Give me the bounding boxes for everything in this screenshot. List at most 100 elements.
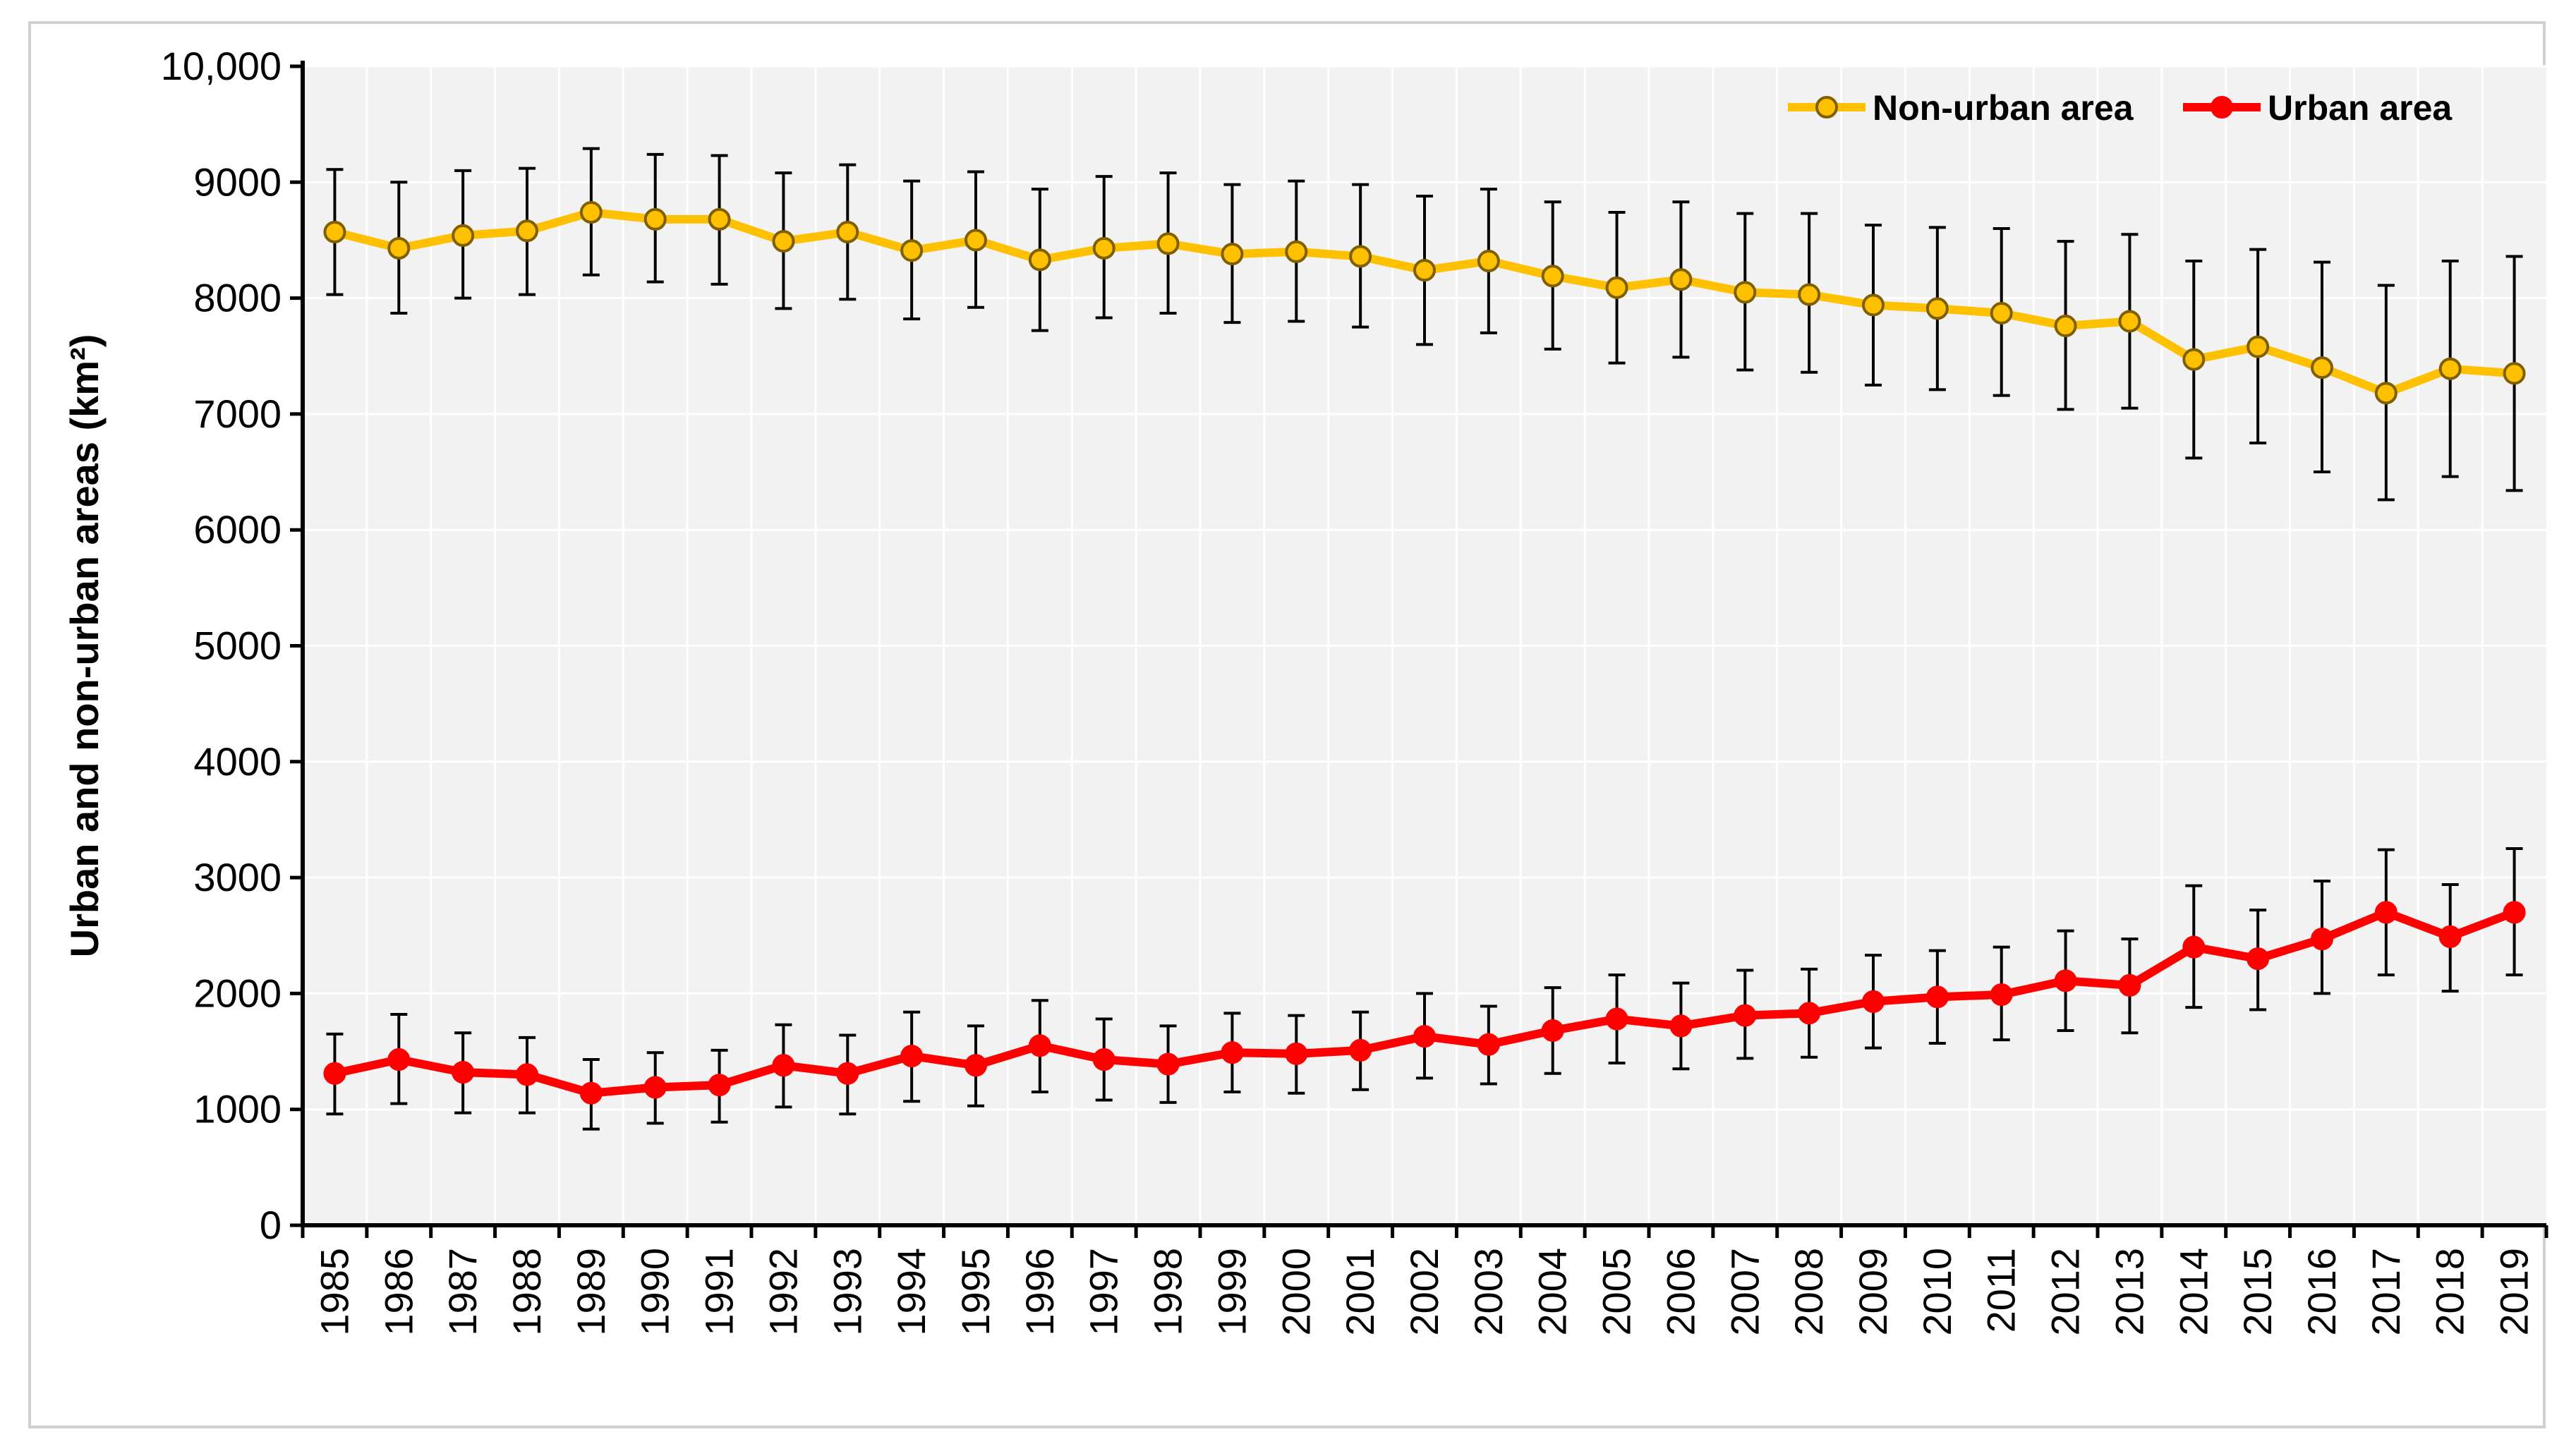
x-tick-label: 2008 bbox=[1786, 1248, 1831, 1336]
y-axis-label: Urban and non-urban areas (km²) bbox=[62, 334, 107, 958]
data-point bbox=[1349, 245, 1372, 268]
x-tick-label: 1991 bbox=[697, 1248, 742, 1336]
x-tick-label: 2005 bbox=[1595, 1248, 1639, 1336]
y-tick-label: 3000 bbox=[193, 855, 282, 899]
legend: Non-urban area Urban area bbox=[1788, 88, 2453, 128]
y-tick-label: 8000 bbox=[193, 276, 282, 320]
data-point bbox=[1925, 985, 1949, 1009]
legend-label: Non-urban area bbox=[1873, 88, 2134, 128]
legend-marker bbox=[1815, 96, 1838, 119]
x-tick-label: 2013 bbox=[2107, 1248, 2151, 1336]
data-point bbox=[1798, 283, 1821, 306]
x-tick-label: 2019 bbox=[2492, 1248, 2536, 1336]
line-chart: 0 1000 2000 3000 4000 5000 6000 7000 8000 9000 10,… bbox=[62, 44, 2548, 1336]
data-point bbox=[323, 220, 346, 243]
x-tick-label: 1994 bbox=[889, 1248, 933, 1336]
data-point bbox=[1798, 1002, 1821, 1025]
data-point bbox=[1413, 259, 1436, 282]
data-point bbox=[1477, 250, 1500, 273]
data-point bbox=[1862, 990, 1885, 1013]
data-point bbox=[1156, 1052, 1180, 1076]
x-tick-label: 1988 bbox=[504, 1248, 549, 1336]
y-tick-label: 7000 bbox=[193, 391, 282, 436]
x-tick-label: 2010 bbox=[1915, 1248, 1959, 1336]
data-point bbox=[1028, 248, 1051, 272]
gridlines bbox=[303, 65, 2546, 1225]
data-point bbox=[1669, 268, 1693, 291]
chart-frame: 0 1000 2000 3000 4000 5000 6000 7000 8000 9000 10,… bbox=[28, 21, 2548, 1428]
y-tick-label: 5000 bbox=[193, 624, 282, 668]
data-point bbox=[1669, 1014, 1693, 1038]
x-tick-label: 2018 bbox=[2428, 1248, 2472, 1336]
data-point bbox=[2247, 947, 2270, 971]
x-tick-label: 2014 bbox=[2171, 1248, 2215, 1336]
data-point bbox=[2503, 362, 2526, 385]
data-point bbox=[387, 1048, 411, 1071]
x-tick-label: 1993 bbox=[825, 1248, 869, 1336]
x-tick-label: 2009 bbox=[1851, 1248, 1895, 1336]
y-axis-ticks: 0 1000 2000 3000 4000 5000 6000 7000 8000 9000 10,… bbox=[161, 44, 303, 1247]
x-tick-label: 2001 bbox=[1338, 1248, 1382, 1336]
x-tick-label: 2007 bbox=[1722, 1248, 1767, 1336]
x-tick-label: 1995 bbox=[953, 1248, 998, 1336]
data-point bbox=[836, 220, 859, 243]
data-point bbox=[1605, 1007, 1628, 1031]
data-point bbox=[2311, 356, 2333, 380]
y-tick-label: 10,000 bbox=[161, 44, 282, 88]
data-point bbox=[1605, 276, 1628, 299]
data-point bbox=[323, 1062, 346, 1085]
data-point bbox=[643, 207, 667, 231]
legend-marker bbox=[2211, 96, 2233, 119]
data-point bbox=[579, 1081, 603, 1105]
x-tick-label: 2017 bbox=[2364, 1248, 2408, 1336]
data-point bbox=[643, 1076, 667, 1099]
y-tick-label: 2000 bbox=[193, 971, 282, 1015]
data-point bbox=[900, 239, 924, 262]
data-point bbox=[1156, 232, 1180, 255]
legend-label: Urban area bbox=[2268, 88, 2453, 128]
x-tick-label: 2006 bbox=[1658, 1248, 1703, 1336]
data-point bbox=[1028, 1034, 1051, 1057]
data-point bbox=[1990, 983, 2013, 1007]
data-point bbox=[772, 1054, 795, 1077]
data-point bbox=[2182, 935, 2206, 959]
data-point bbox=[1092, 1048, 1115, 1071]
data-point bbox=[1221, 1041, 1244, 1064]
data-point bbox=[708, 1074, 731, 1097]
data-point bbox=[1862, 293, 1885, 317]
data-point bbox=[900, 1045, 924, 1068]
data-point bbox=[579, 201, 603, 224]
data-point bbox=[965, 229, 987, 252]
data-point bbox=[1734, 1004, 1757, 1027]
x-tick-label: 2004 bbox=[1530, 1248, 1575, 1336]
data-point bbox=[1221, 243, 1244, 266]
legend-item-non-urban: Non-urban area bbox=[1788, 88, 2134, 128]
data-point bbox=[1092, 236, 1115, 260]
legend-item-urban: Urban area bbox=[2183, 88, 2453, 128]
data-point bbox=[836, 1062, 859, 1085]
data-point bbox=[2438, 357, 2462, 380]
data-point bbox=[1413, 1025, 1436, 1048]
data-point bbox=[2054, 969, 2077, 992]
data-point bbox=[1285, 1042, 1308, 1065]
axes bbox=[301, 61, 2546, 1227]
data-point bbox=[2438, 925, 2462, 948]
data-point bbox=[1285, 240, 1308, 263]
data-point bbox=[708, 207, 731, 231]
data-point bbox=[2054, 315, 2077, 338]
data-point bbox=[1349, 1038, 1372, 1062]
data-point bbox=[2247, 335, 2270, 358]
x-tick-label: 2002 bbox=[1402, 1248, 1446, 1336]
x-tick-label: 1987 bbox=[440, 1248, 485, 1336]
x-axis-ticks: 1985 1986 1987 1988 1989 1990 1991 1992 1993 1994… bbox=[301, 1225, 2548, 1336]
data-point bbox=[1477, 1033, 1500, 1056]
series-layer bbox=[323, 147, 2526, 1131]
x-tick-label: 1999 bbox=[1209, 1248, 1254, 1336]
data-point bbox=[2374, 901, 2397, 924]
data-point bbox=[387, 236, 411, 260]
x-tick-label: 1989 bbox=[569, 1248, 613, 1336]
data-point bbox=[1925, 297, 1949, 320]
x-tick-label: 2015 bbox=[2235, 1248, 2280, 1336]
data-point bbox=[452, 224, 475, 247]
x-tick-label: 1997 bbox=[1082, 1248, 1126, 1336]
